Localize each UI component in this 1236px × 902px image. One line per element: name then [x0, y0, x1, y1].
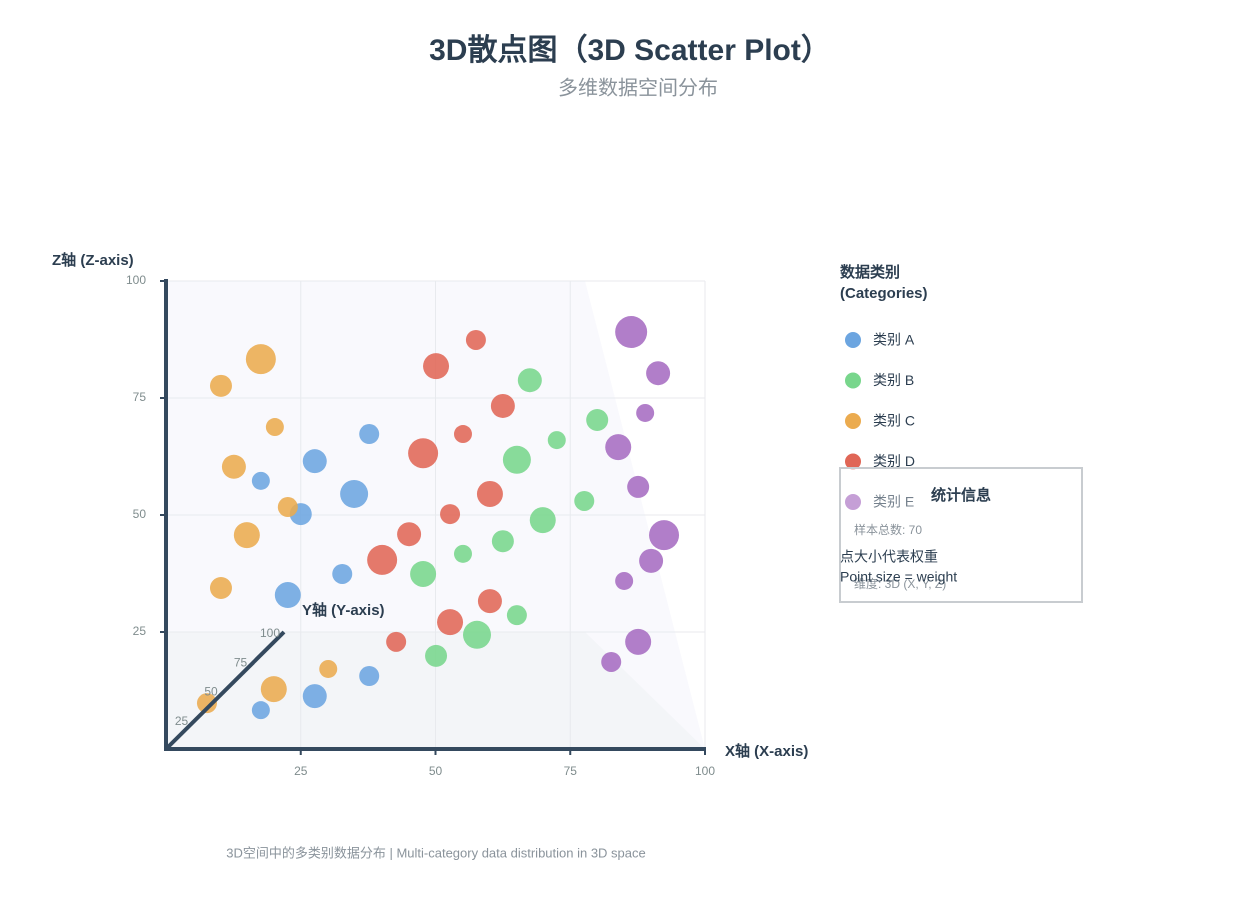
z-tick-label: 50	[133, 507, 147, 521]
point	[408, 438, 439, 469]
point	[453, 425, 472, 444]
point	[277, 497, 298, 518]
point	[209, 374, 232, 397]
point	[529, 507, 556, 534]
point	[386, 631, 407, 652]
size-note: Point size = weight	[840, 569, 957, 585]
legend-label: 类别 D	[873, 453, 915, 469]
point	[410, 560, 437, 587]
stats-title: 统计信息	[931, 486, 991, 504]
points	[196, 316, 680, 720]
point	[359, 424, 380, 445]
point	[423, 353, 450, 380]
x-tick-label: 25	[294, 764, 308, 778]
legend-marker	[845, 413, 861, 429]
point	[233, 522, 260, 549]
point	[397, 522, 422, 547]
legend: 类别 A 类别 B 类别 C 类别 D 类别 E	[845, 332, 915, 510]
point	[302, 449, 327, 474]
point	[625, 628, 652, 655]
y-axis	[164, 630, 286, 751]
point	[332, 563, 353, 584]
point	[367, 544, 398, 575]
y-tick-label: 75	[234, 655, 248, 669]
point	[463, 620, 492, 649]
y-tick-label: 50	[204, 685, 218, 699]
legend-marker	[845, 372, 861, 389]
stats-box	[839, 467, 1083, 603]
x-axis-label: X轴 (X-axis)	[725, 742, 808, 760]
y-axis-label: Y轴 (Y-axis)	[302, 601, 385, 619]
legend-label: 类别 E	[873, 494, 914, 510]
legend-marker	[845, 494, 861, 510]
point	[251, 701, 270, 720]
chart-subtitle: 多维数据空间分布	[558, 76, 718, 99]
legend-title: (Categories)	[840, 285, 928, 302]
stats-line: 维度: 3D (X, Y, Z)	[854, 576, 946, 591]
legend-label: 类别 C	[873, 413, 915, 429]
point	[601, 651, 622, 672]
point	[615, 571, 634, 590]
point	[302, 684, 327, 709]
point	[196, 693, 217, 714]
stats-line: 样本总数: 70	[854, 522, 922, 537]
x-tick-label: 100	[695, 764, 715, 778]
legend-label: 类别 A	[873, 332, 915, 348]
z-tick-label: 100	[126, 273, 146, 287]
point	[476, 480, 503, 507]
legend-marker	[845, 453, 861, 470]
y-tick-label: 25	[175, 714, 189, 728]
point	[649, 520, 680, 551]
legend-marker	[845, 332, 861, 348]
point	[586, 408, 609, 431]
point	[251, 471, 270, 490]
x-tick-label: 75	[564, 764, 578, 778]
point	[437, 609, 464, 636]
point	[605, 434, 632, 461]
axes: 25 50 75 100 25 50 75 100 25 50 75 100	[126, 273, 715, 778]
point	[465, 329, 486, 350]
point	[260, 676, 287, 703]
y-tick-label: 100	[260, 626, 280, 640]
point	[340, 479, 369, 508]
point	[453, 544, 472, 563]
legend-title: 数据类别	[840, 263, 900, 281]
point	[209, 577, 232, 600]
point	[636, 403, 655, 422]
point	[491, 530, 514, 553]
point	[615, 316, 648, 349]
chart-title: 3D散点图（3D Scatter Plot）	[429, 33, 831, 67]
point	[547, 431, 566, 450]
point	[274, 582, 301, 609]
point	[319, 659, 338, 678]
x-tick-label: 50	[429, 764, 443, 778]
size-note: 点大小代表权重	[840, 549, 938, 565]
z-tick-label: 75	[133, 390, 147, 404]
point	[477, 589, 502, 614]
point	[574, 490, 595, 511]
point	[627, 475, 650, 498]
point	[425, 644, 448, 667]
point	[646, 361, 671, 386]
z-tick-label: 25	[133, 624, 147, 638]
point	[221, 454, 246, 479]
point	[440, 504, 461, 525]
z-axis-label: Z轴 (Z-axis)	[52, 251, 134, 269]
point	[265, 418, 284, 437]
point	[517, 368, 542, 393]
legend-label: 类别 B	[873, 372, 914, 388]
point	[502, 445, 531, 474]
point	[639, 548, 664, 573]
point	[359, 665, 380, 686]
point	[506, 605, 527, 626]
point	[245, 344, 276, 375]
footer: 3D空间中的多类别数据分布 | Multi-category data dist…	[226, 845, 646, 860]
point	[490, 393, 515, 418]
